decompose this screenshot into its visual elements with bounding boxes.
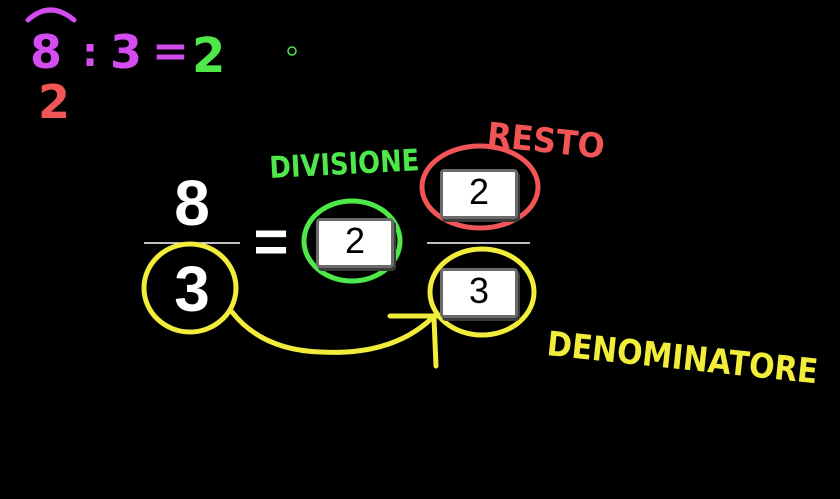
top-remainder: 2 <box>38 75 70 129</box>
arc-mark <box>25 7 77 23</box>
circle-denominator-left <box>141 241 239 335</box>
arrow-curve <box>229 309 435 355</box>
top-result: 2 <box>192 28 225 84</box>
fraction-numerator: 8 <box>174 167 210 239</box>
label-resto: RESTO <box>485 115 607 167</box>
top-divisor: 3 <box>110 25 142 79</box>
label-denominatore: DENOMINATORE <box>545 324 820 392</box>
fraction-equals: = <box>253 208 289 275</box>
circle-whole-box <box>301 198 403 284</box>
top-equals: = <box>152 26 189 77</box>
numerator-box[interactable]: 2 <box>440 169 518 219</box>
label-divisione: DIVISIONE <box>269 143 421 186</box>
cursor-dot <box>287 46 297 56</box>
fraction-denominator: 3 <box>174 253 210 325</box>
top-dividend: 8 <box>30 25 62 79</box>
denominator-box[interactable]: 3 <box>440 268 518 318</box>
circle-remainder-box <box>419 143 541 231</box>
top-operator: : <box>82 30 98 76</box>
whole-number-box[interactable]: 2 <box>316 218 394 268</box>
arrow-head <box>387 313 443 369</box>
circle-denominator-right <box>427 246 537 338</box>
